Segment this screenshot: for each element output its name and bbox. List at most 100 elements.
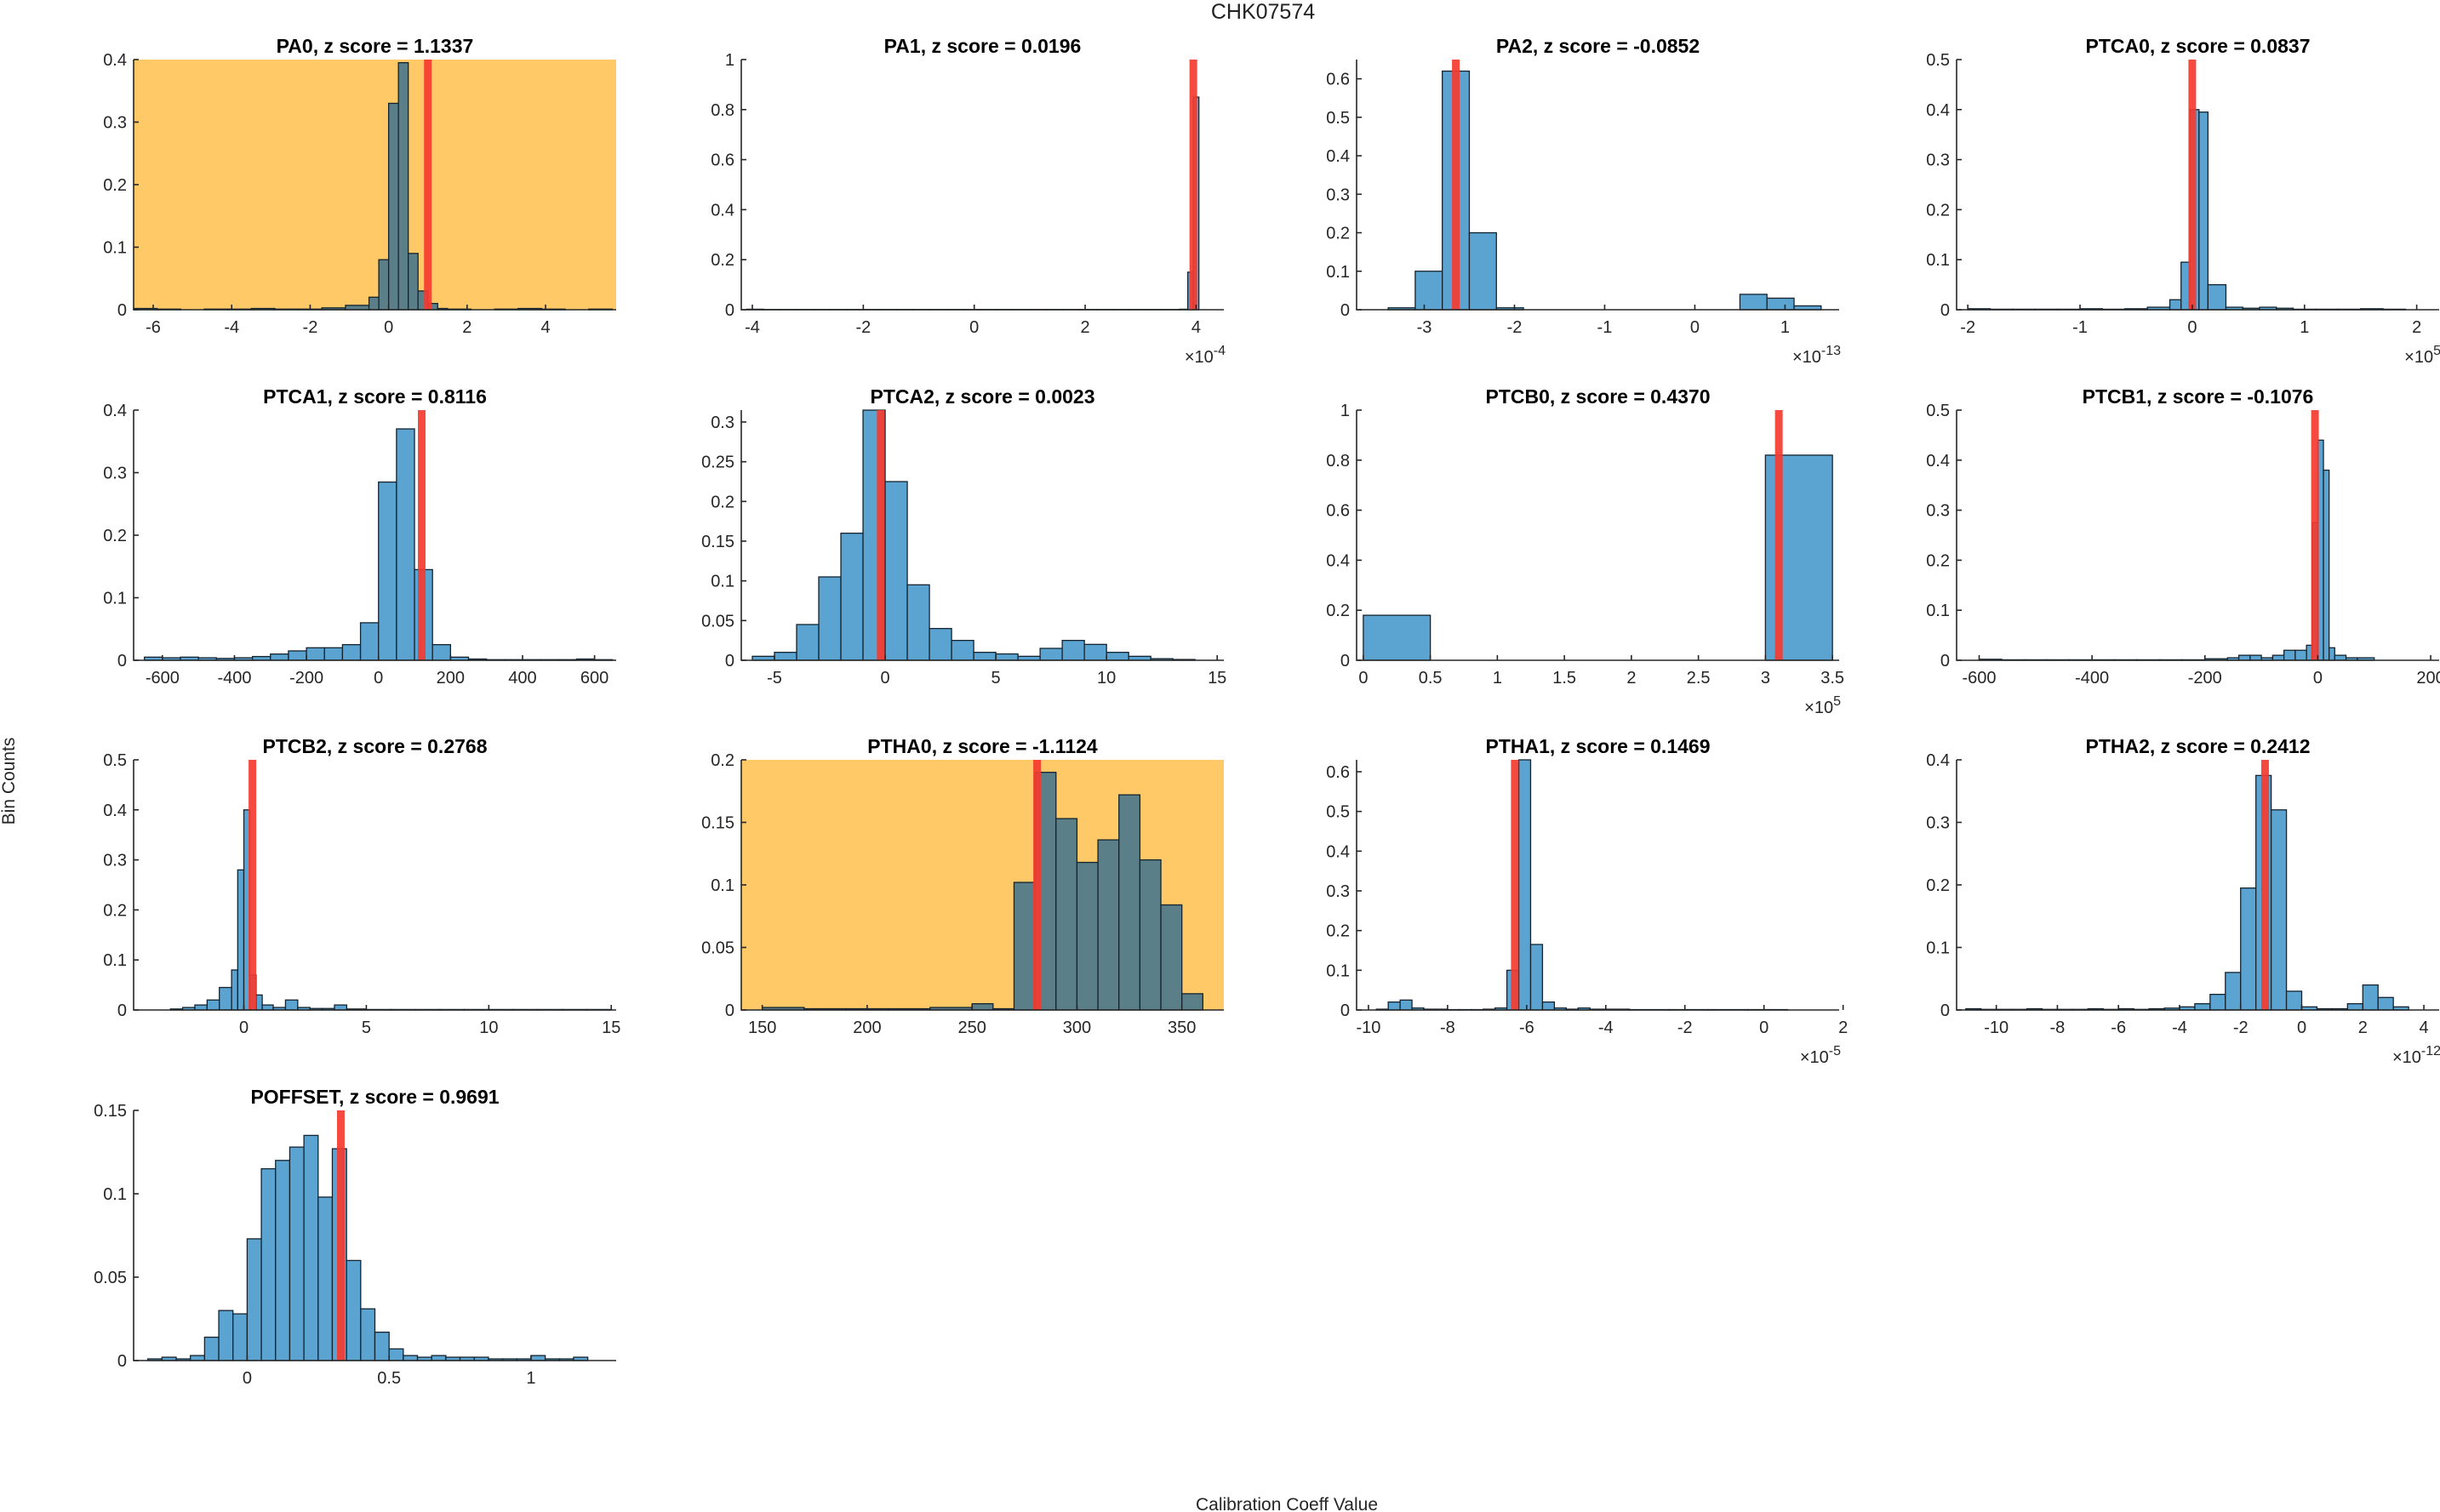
histogram-bar [884, 481, 908, 661]
zscore-marker [1452, 60, 1460, 310]
x-tick-label: 0 [1690, 318, 1700, 337]
y-tick-label: 0.1 [103, 951, 127, 970]
y-tick-label: 0.6 [1326, 71, 1350, 89]
histogram-bar [2377, 996, 2394, 1011]
histogram-bar [1118, 794, 1141, 1011]
x-tick-label: -6 [2111, 1018, 2126, 1037]
x-tick-label: 2 [2412, 318, 2421, 337]
subplot-title: PTCB0, z score = 0.4370 [1485, 385, 1710, 408]
x-tick-label: -2 [1507, 318, 1523, 337]
zscore-marker [2188, 60, 2197, 310]
histogram-bar [275, 1160, 291, 1361]
x-tick-label: 1 [2300, 318, 2309, 337]
histogram-bar [403, 1355, 419, 1361]
x-tick-label: -10 [1356, 1018, 1380, 1037]
subplot-2: 0 0.2 0.4 0.6 0.8 1 -4 -2 0 2 4 PA1, z score = 0.01… [711, 35, 1226, 367]
histogram-bar [323, 647, 344, 661]
y-tick-label: 0.5 [1926, 51, 1950, 70]
histogram-bar [1181, 993, 1203, 1011]
x-tick-label: 0 [374, 669, 383, 688]
y-tick-label: 0 [725, 652, 734, 670]
axis-exponent: ×10-12 [2392, 1044, 2440, 1067]
histogram-bar [1766, 297, 1795, 311]
x-tick-label: -6 [146, 318, 161, 337]
histogram-bar [2346, 1003, 2363, 1011]
histogram-bar [431, 643, 452, 661]
x-tick-label: 0 [969, 318, 979, 337]
histogram-bar [1414, 271, 1443, 311]
histogram-bar [218, 1309, 234, 1361]
histogram-bar [2207, 283, 2227, 311]
histogram-bar [2334, 654, 2347, 661]
histogram-bar [530, 1355, 546, 1361]
zscore-marker [336, 1110, 345, 1361]
histogram-bar [346, 1259, 362, 1361]
y-tick-label: 0.4 [1326, 842, 1350, 861]
y-tick-label: 0.3 [1926, 151, 1950, 170]
histogram-bar [2169, 299, 2182, 311]
x-tick-label: 0 [1759, 1018, 1769, 1037]
y-tick-label: 0.3 [1926, 502, 1950, 521]
x-tick-label: 0 [384, 318, 393, 337]
x-tick-label: -2 [303, 318, 318, 337]
histogram-bar [396, 428, 415, 661]
histogram-bar [1055, 818, 1078, 1011]
histogram-bar [232, 1313, 249, 1361]
x-tick-label: 350 [1168, 1018, 1196, 1037]
y-tick-label: 0.1 [711, 573, 734, 591]
y-tick-label: 0.05 [701, 939, 734, 958]
histogram-bar [1061, 640, 1085, 661]
histogram-bar [1013, 882, 1036, 1011]
axes-frame [1956, 410, 2439, 661]
subplot-6: 0 0.05 0.1 0.15 0.2 0.25 0.3 -5 0 5 10 15 PTCA2, z s… [701, 385, 1226, 688]
x-tick-label: 1 [1780, 318, 1790, 337]
y-tick-label: 0.5 [103, 751, 127, 770]
histogram-bar [431, 1355, 447, 1361]
histogram-bar [206, 999, 220, 1011]
histogram-bar [261, 1004, 274, 1011]
x-tick-label: 600 [580, 669, 609, 688]
histogram-bar [317, 1196, 334, 1361]
subplot-title: PTHA1, z score = 0.1469 [1485, 735, 1710, 757]
histogram-bar [1097, 839, 1120, 1011]
x-tick-label: -8 [2050, 1018, 2066, 1037]
histogram-bar [2323, 469, 2330, 661]
y-tick-label: 0.05 [701, 612, 734, 630]
y-tick-label: 0.3 [103, 465, 127, 483]
y-tick-label: 0 [1940, 652, 1950, 670]
y-tick-label: 0.2 [711, 251, 734, 270]
subplot-10: 0 0.05 0.1 0.15 0.2 150 200 250 300 350 PTHA0, z s… [701, 735, 1224, 1037]
zscore-marker [1774, 410, 1783, 660]
axes-frame [740, 410, 1224, 661]
histogram-bar [2283, 649, 2296, 661]
axes-frame [133, 760, 616, 1011]
y-tick-label: 0 [1340, 301, 1350, 320]
subplot-title: PTHA0, z score = -1.1124 [867, 735, 1098, 757]
subplot-title: PTCA1, z score = 0.8116 [263, 385, 487, 408]
histogram-bar [774, 652, 797, 661]
y-tick-label: 0 [117, 1352, 127, 1371]
y-tick-label: 0.4 [1926, 101, 1950, 120]
y-tick-label: 0.1 [1326, 961, 1350, 980]
histogram-bar [1387, 1001, 1401, 1011]
y-tick-label: 0.15 [701, 533, 734, 551]
x-tick-label: 15 [602, 1018, 620, 1037]
histogram-bar [1517, 759, 1532, 1011]
y-tick-label: 0.4 [103, 802, 127, 820]
histogram-bar [1399, 999, 1413, 1011]
x-tick-label: -200 [2188, 669, 2222, 688]
histogram-bar [971, 1003, 994, 1011]
histogram-bar [219, 986, 232, 1011]
subplot-title: PA1, z score = 0.0196 [884, 35, 1082, 57]
axis-exponent: ×10-13 [1792, 344, 1841, 367]
y-tick-label: 0.3 [1326, 882, 1350, 901]
x-tick-label: 200 [437, 669, 465, 688]
histogram-bar [190, 1355, 206, 1361]
histogram-bar [1160, 904, 1183, 1011]
x-tick-label: -10 [1984, 1018, 2009, 1037]
x-tick-label: -1 [2072, 318, 2088, 337]
y-tick-label: 0.4 [1926, 452, 1950, 471]
y-tick-label: 0.4 [1926, 751, 1950, 770]
x-tick-label: -400 [2075, 669, 2109, 688]
histogram-bar [2237, 654, 2251, 661]
